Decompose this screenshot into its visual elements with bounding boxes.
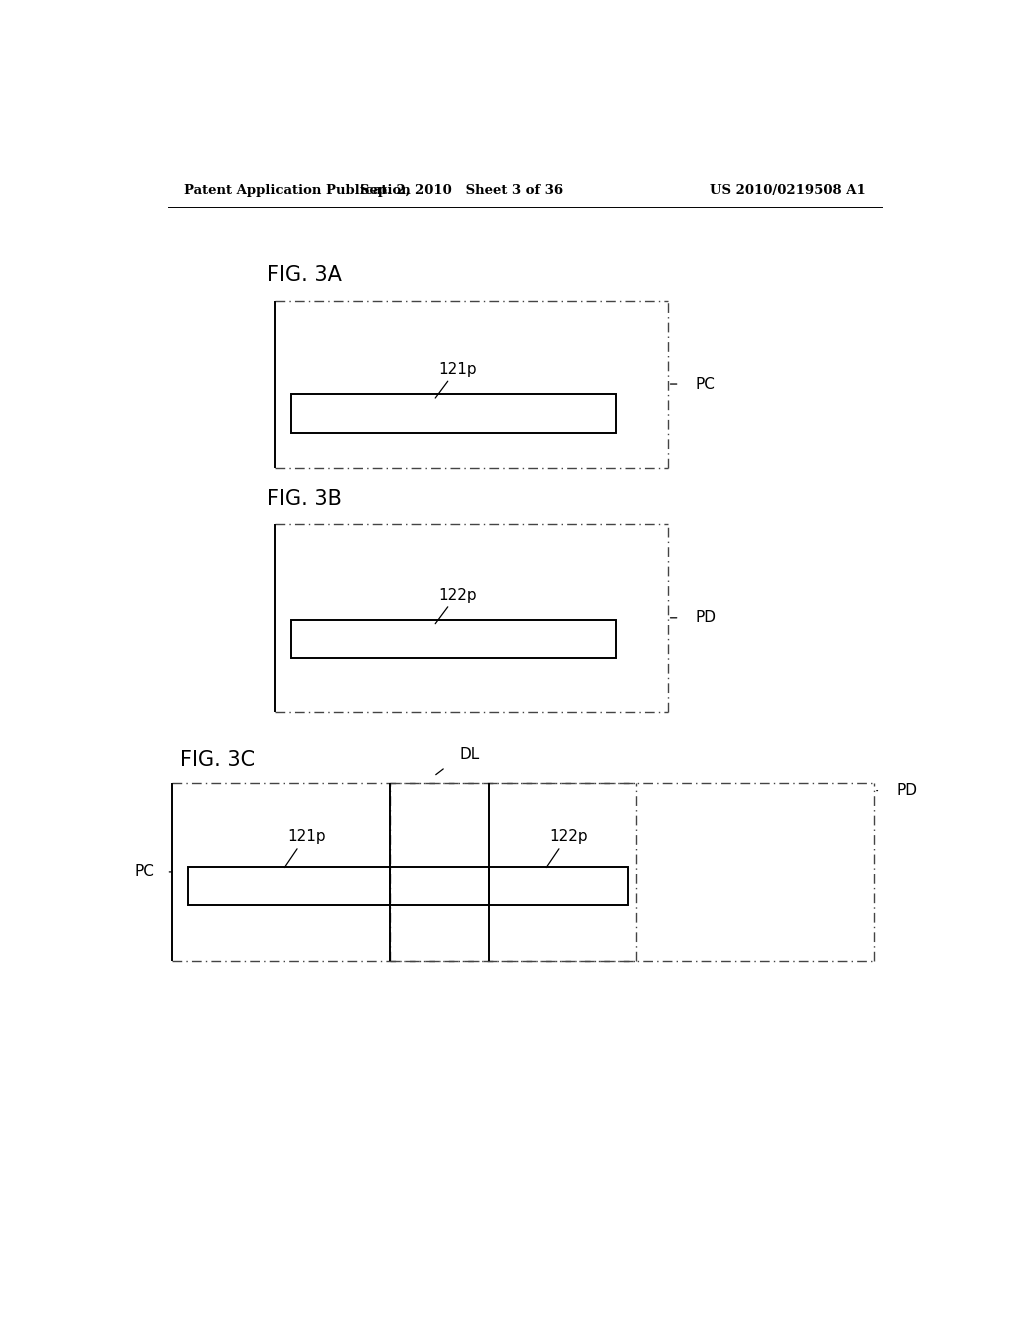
Bar [187, 867, 628, 906]
Text: PD: PD [695, 610, 717, 626]
Text: Sep. 2, 2010   Sheet 3 of 36: Sep. 2, 2010 Sheet 3 of 36 [359, 183, 563, 197]
Text: PC: PC [695, 376, 716, 392]
Text: 122p: 122p [549, 829, 588, 845]
Text: Patent Application Publication: Patent Application Publication [183, 183, 411, 197]
Text: DL: DL [460, 747, 480, 762]
Bar [291, 620, 616, 659]
Text: FIG. 3B: FIG. 3B [267, 488, 342, 510]
Bar [291, 395, 616, 433]
Text: 121p: 121p [288, 829, 326, 845]
Text: FIG. 3A: FIG. 3A [267, 265, 342, 285]
Text: FIG. 3C: FIG. 3C [179, 750, 255, 771]
Text: 121p: 121p [438, 362, 476, 378]
Text: US 2010/0219508 A1: US 2010/0219508 A1 [711, 183, 866, 197]
Text: 122p: 122p [438, 587, 476, 602]
Text: PC: PC [134, 865, 155, 879]
Text: PD: PD [896, 783, 918, 799]
